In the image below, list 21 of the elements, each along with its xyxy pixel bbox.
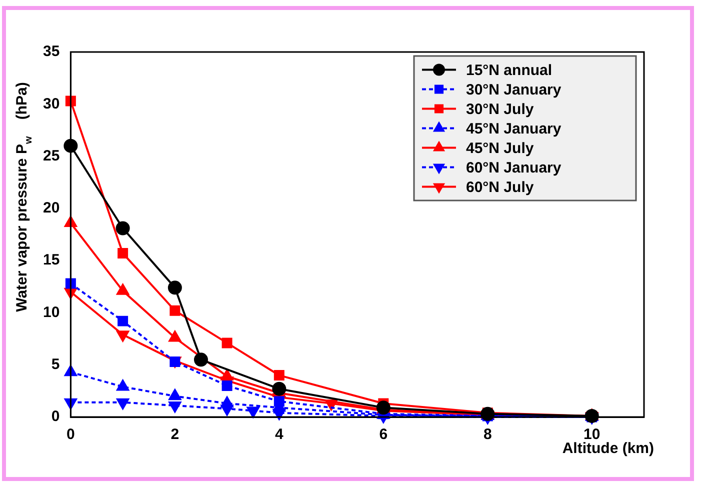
legend-label: 30°N July	[466, 100, 534, 118]
y-tick-label: 15	[42, 252, 60, 269]
x-tick-label: 6	[379, 426, 388, 444]
x-tick-label: 8	[483, 426, 492, 444]
legend-label: 30°N January	[466, 81, 562, 98]
y-tick-label: 10	[42, 304, 60, 321]
legend-label: 15°N annual	[466, 62, 552, 79]
x-tick-label: 0	[66, 426, 75, 444]
text: Water vapor pressure Pw (hPa)	[14, 82, 35, 312]
x-tick-label: 4	[274, 426, 284, 444]
y-tick-label: 35	[42, 43, 60, 60]
y-tick-label: 5	[51, 356, 60, 373]
legend-label: 45°N January	[466, 120, 562, 138]
y-tick-label: 25	[42, 147, 60, 164]
legend-label: 45°N July	[466, 140, 534, 157]
y-tick-label: 30	[42, 95, 60, 112]
y-tick-label: 0	[51, 408, 60, 426]
y-tick-label: 20	[42, 200, 60, 217]
x-tick-label: 2	[170, 426, 180, 444]
legend-label: 60°N January	[466, 159, 562, 176]
legend-label: 60°N July	[466, 178, 534, 196]
